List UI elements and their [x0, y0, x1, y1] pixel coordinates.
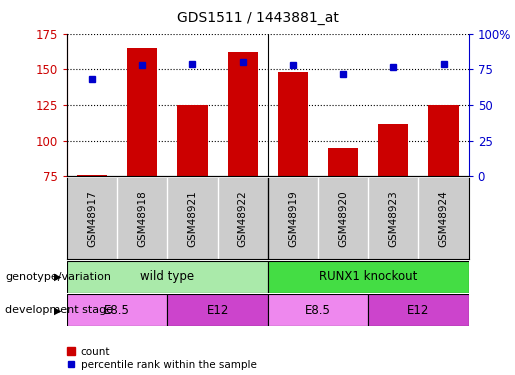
Text: E12: E12 [407, 304, 430, 317]
Text: E12: E12 [207, 304, 229, 317]
Bar [328, 148, 358, 176]
Text: GSM48917: GSM48917 [87, 190, 97, 247]
Text: wild type: wild type [140, 270, 195, 283]
Text: RUNX1 knockout: RUNX1 knockout [319, 270, 418, 283]
Text: GDS1511 / 1443881_at: GDS1511 / 1443881_at [177, 11, 338, 25]
Legend: count, percentile rank within the sample: count, percentile rank within the sample [67, 346, 256, 370]
Text: development stage: development stage [5, 305, 113, 315]
Bar [177, 105, 208, 176]
Text: GSM48919: GSM48919 [288, 190, 298, 247]
Bar [67, 261, 268, 292]
Bar [378, 123, 408, 176]
Text: GSM48924: GSM48924 [439, 190, 449, 247]
Bar [77, 175, 107, 176]
Text: GSM48921: GSM48921 [187, 190, 197, 247]
Text: E8.5: E8.5 [305, 304, 331, 317]
Text: ▶: ▶ [54, 305, 62, 315]
Bar [127, 48, 158, 176]
Bar [428, 105, 458, 176]
Text: GSM48918: GSM48918 [138, 190, 147, 247]
Bar [67, 294, 167, 326]
Text: GSM48923: GSM48923 [388, 190, 398, 247]
Bar [268, 261, 469, 292]
Text: ▶: ▶ [54, 272, 62, 282]
Bar [368, 294, 469, 326]
Bar [268, 294, 368, 326]
Text: E8.5: E8.5 [104, 304, 130, 317]
Bar [167, 294, 268, 326]
Text: GSM48922: GSM48922 [238, 190, 248, 247]
Text: genotype/variation: genotype/variation [5, 272, 111, 282]
Text: GSM48920: GSM48920 [338, 190, 348, 247]
Bar [278, 72, 308, 176]
Bar [228, 52, 258, 176]
